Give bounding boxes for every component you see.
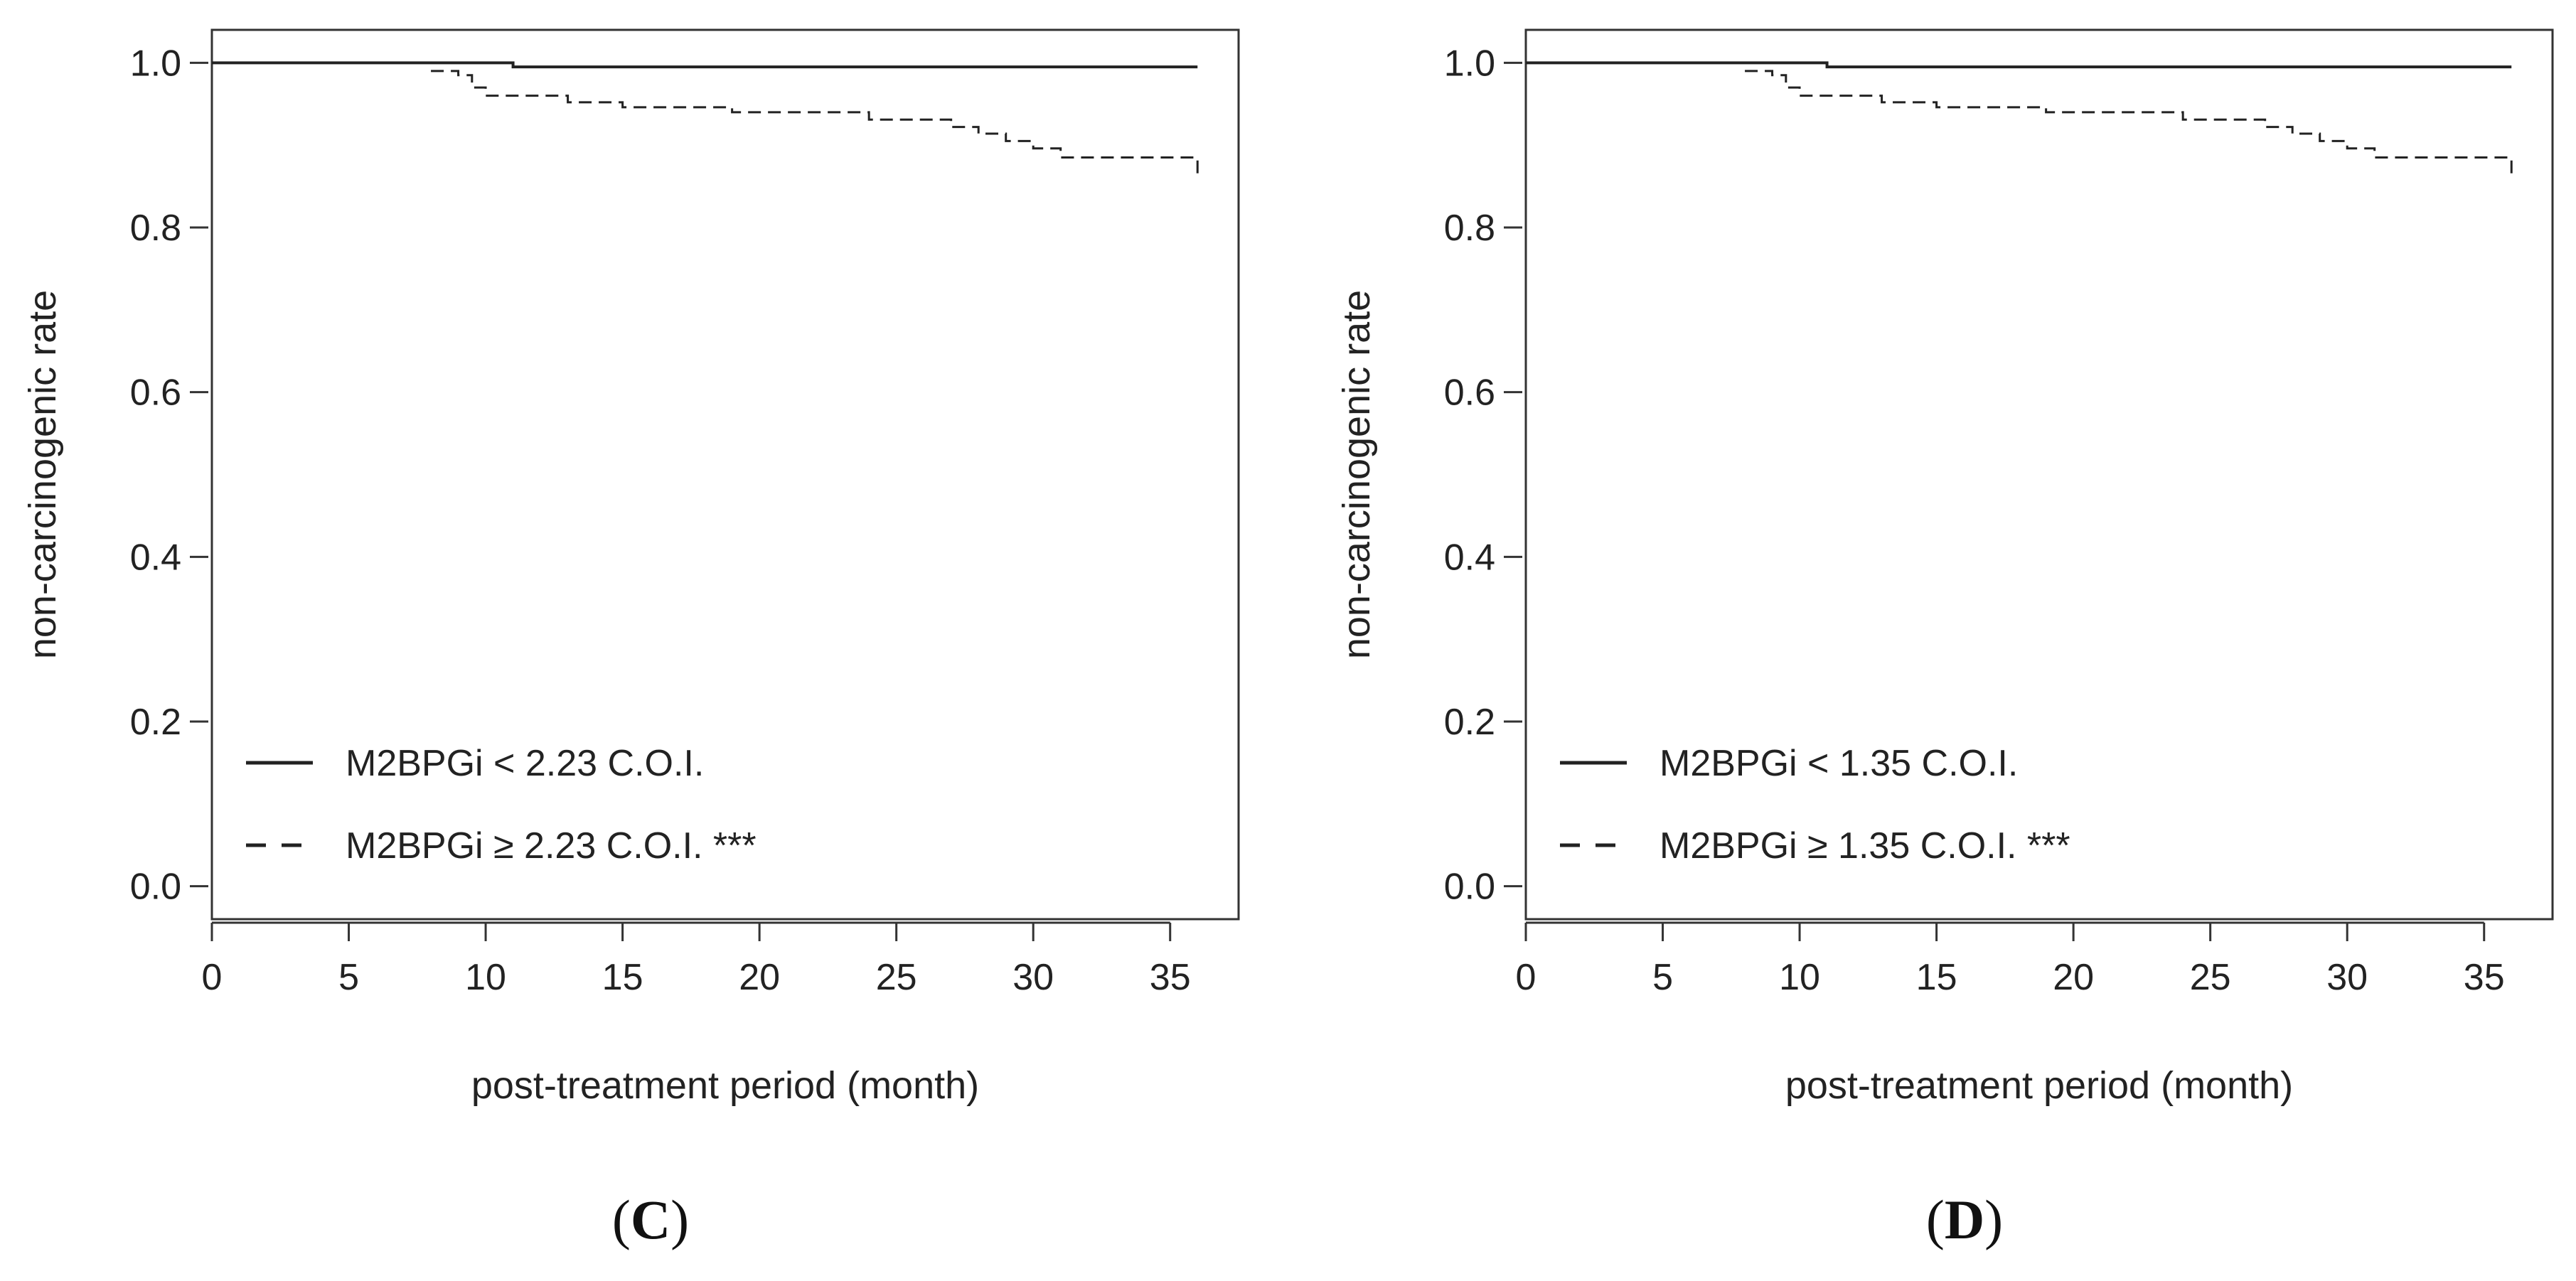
y-tick-label: 1.0 xyxy=(130,43,181,84)
x-tick-label: 5 xyxy=(338,957,359,998)
series-line-low xyxy=(212,61,1198,69)
chart-panel-d: 0.0 0.2 0.4 0.6 0.8 1.0 0 5 10 15 20 25 30 35 post-tre… xyxy=(1335,28,2554,1250)
x-tick-label: 30 xyxy=(1012,957,1054,998)
y-tick-label: 0.8 xyxy=(1444,208,1495,249)
series-line-high xyxy=(1745,70,2513,174)
legend-label: M2BPGi < 2.23 C.O.I. xyxy=(346,743,704,784)
x-axis-title: post-treatment period (month) xyxy=(471,1064,979,1107)
x-tick-label: 5 xyxy=(1652,957,1673,998)
y-tick-label: 0.8 xyxy=(130,208,181,249)
series-line-low xyxy=(1526,61,2512,69)
x-tick-label: 20 xyxy=(739,957,780,998)
y-tick-label: 0.4 xyxy=(130,537,181,578)
x-axis-title: post-treatment period (month) xyxy=(1785,1064,2293,1107)
y-tick-label: 0.0 xyxy=(130,867,181,908)
y-tick-label: 0.6 xyxy=(1444,372,1495,414)
x-tick-label: 30 xyxy=(2326,957,2368,998)
panel-caption: (C) xyxy=(612,1189,689,1250)
y-tick-label: 0.6 xyxy=(130,372,181,414)
x-tick-label: 10 xyxy=(465,957,506,998)
panel-label: D xyxy=(1945,1189,1984,1250)
x-tick-label: 15 xyxy=(602,957,643,998)
y-tick-label: 0.2 xyxy=(130,702,181,743)
y-tick-label: 1.0 xyxy=(1444,43,1495,84)
x-tick-label: 0 xyxy=(1516,957,1536,998)
y-tick-label: 0.4 xyxy=(1444,537,1495,578)
legend-label: M2BPGi ≥ 1.35 C.O.I. *** xyxy=(1660,825,2070,867)
y-axis-title: non-carcinogenic rate xyxy=(1335,290,1378,659)
legend-label: M2BPGi < 1.35 C.O.I. xyxy=(1660,743,2018,784)
x-tick-label: 25 xyxy=(876,957,917,998)
panel-caption: (D) xyxy=(1926,1189,2003,1250)
legend-label: M2BPGi ≥ 2.23 C.O.I. *** xyxy=(346,825,757,867)
x-tick-label: 20 xyxy=(2053,957,2094,998)
x-tick-label: 35 xyxy=(1150,957,1191,998)
x-tick-label: 25 xyxy=(2190,957,2231,998)
chart-panel-c: 0.0 0.2 0.4 0.6 0.8 1.0 0 5 10 15 20 25 30 35 post-tre… xyxy=(21,28,1240,1250)
plot-frame xyxy=(210,28,1240,921)
y-tick-label: 0.0 xyxy=(1444,867,1495,908)
y-axis-title: non-carcinogenic rate xyxy=(21,290,64,659)
x-tick-label: 15 xyxy=(1916,957,1957,998)
panel-label: C xyxy=(631,1189,670,1250)
plot-frame xyxy=(1524,28,2554,921)
x-tick-label: 10 xyxy=(1779,957,1820,998)
y-tick-label: 0.2 xyxy=(1444,702,1495,743)
x-tick-label: 35 xyxy=(2464,957,2505,998)
x-tick-label: 0 xyxy=(202,957,223,998)
series-line-high xyxy=(431,70,1199,174)
